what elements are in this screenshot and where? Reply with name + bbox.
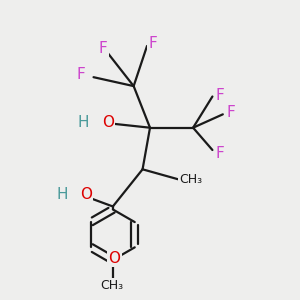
Text: F: F (77, 67, 85, 82)
Text: F: F (148, 36, 157, 51)
Text: H: H (77, 115, 89, 130)
Text: F: F (215, 146, 224, 161)
Text: F: F (215, 88, 224, 103)
Text: CH₃: CH₃ (179, 173, 203, 186)
Text: O: O (80, 187, 92, 202)
Text: O: O (108, 251, 120, 266)
Text: F: F (227, 105, 236, 120)
Text: F: F (99, 41, 108, 56)
Text: O: O (102, 115, 114, 130)
Text: H: H (57, 187, 68, 202)
Text: CH₃: CH₃ (100, 279, 123, 292)
